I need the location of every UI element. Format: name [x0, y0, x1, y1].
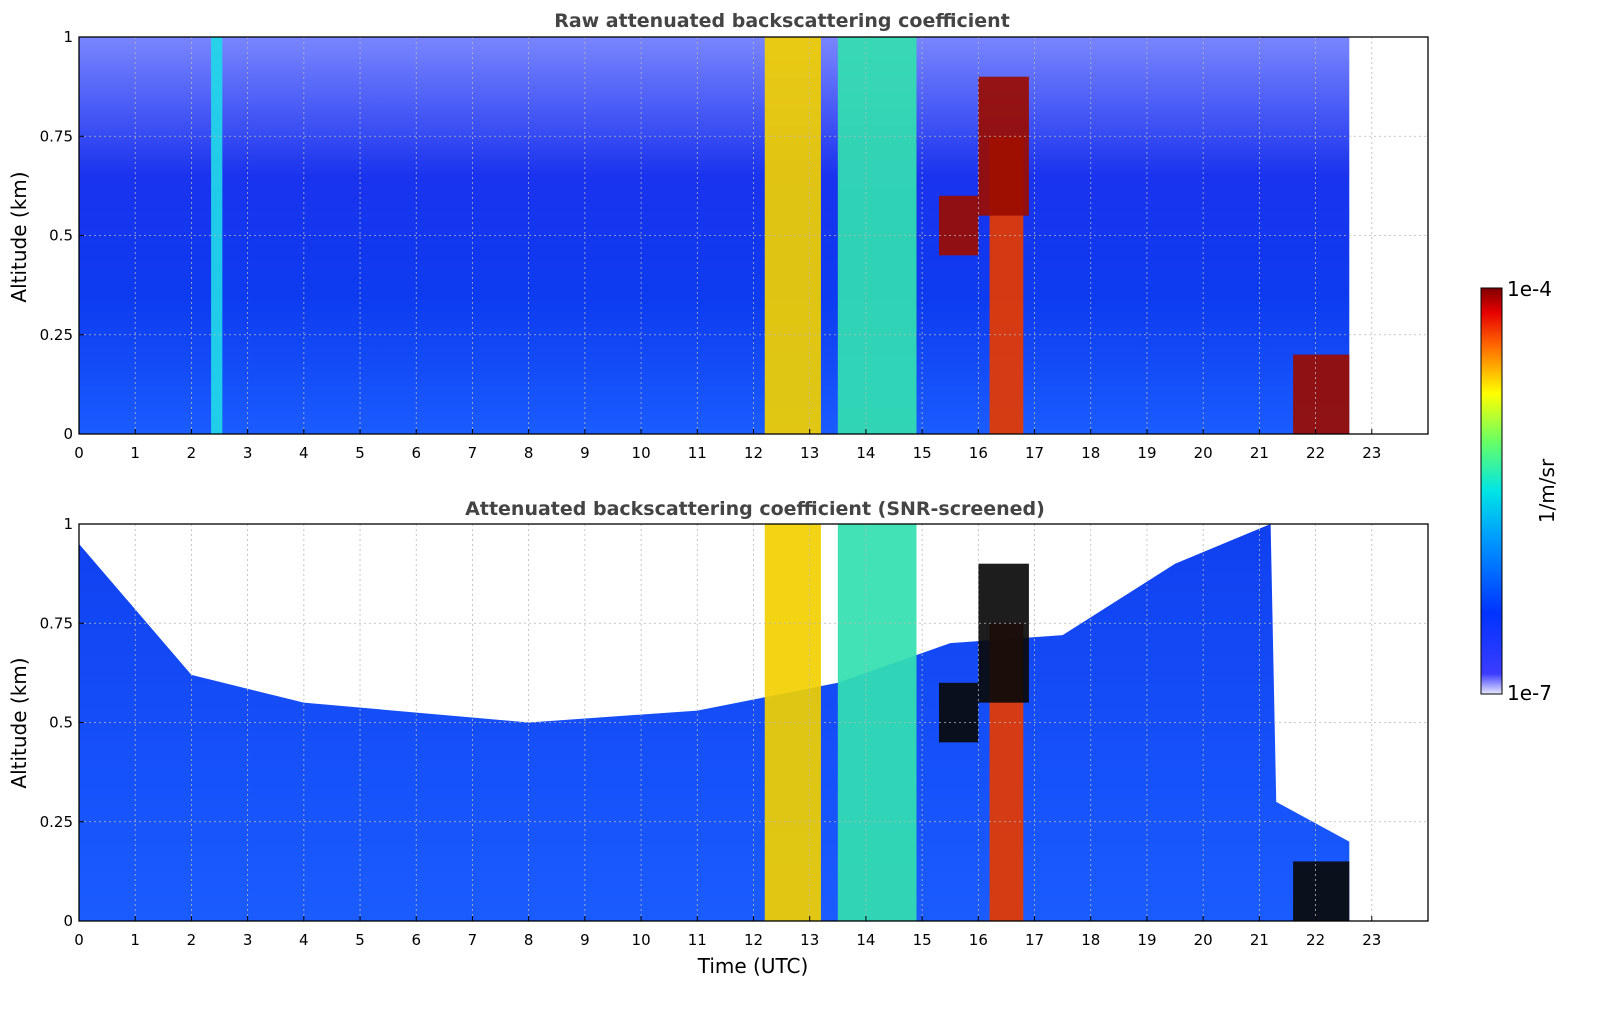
- backscatter-feature: [938, 195, 979, 256]
- x-tick-label: 19: [1137, 931, 1156, 949]
- x-tick-label: 12: [744, 931, 763, 949]
- y-tick-label: 0.75: [40, 127, 73, 145]
- x-tick-label: 9: [580, 444, 590, 462]
- y-tick-label: 0.75: [40, 614, 73, 632]
- panel-title: Raw attenuated backscattering coefficien…: [554, 10, 1010, 32]
- x-tick-label: 6: [411, 931, 421, 949]
- y-tick-label: 1: [63, 28, 73, 46]
- x-tick-label: 2: [187, 931, 197, 949]
- x-tick-label: 0: [74, 444, 84, 462]
- x-tick-label: 1: [130, 931, 140, 949]
- x-tick-label: 21: [1250, 931, 1269, 949]
- backscatter-feature: [1293, 354, 1350, 434]
- colorbar-gradient: [1480, 287, 1503, 695]
- backscatter-feature: [978, 563, 1029, 703]
- x-tick-label: 1: [130, 444, 140, 462]
- colorbar-min-label: 1e-7: [1507, 681, 1552, 705]
- x-tick-label: 19: [1137, 444, 1156, 462]
- x-tick-label: 8: [524, 931, 534, 949]
- x-tick-label: 5: [355, 444, 365, 462]
- x-tick-label: 12: [744, 444, 763, 462]
- x-tick-label: 20: [1194, 931, 1213, 949]
- x-tick-label: 13: [800, 931, 819, 949]
- x-tick-label: 21: [1250, 444, 1269, 462]
- colorbar: 1e-4 1e-7 1/m/sr: [1480, 277, 1559, 705]
- backscatter-feature: [1293, 861, 1350, 921]
- colorbar-units-label: 1/m/sr: [1535, 458, 1559, 523]
- x-tick-label: 3: [243, 931, 253, 949]
- x-tick-label: 16: [969, 931, 988, 949]
- x-tick-label: 15: [913, 444, 932, 462]
- x-tick-label: 8: [524, 444, 534, 462]
- x-tick-label: 7: [468, 444, 478, 462]
- x-tick-label: 7: [468, 931, 478, 949]
- x-tick-label: 14: [856, 444, 875, 462]
- x-tick-label: 22: [1306, 931, 1325, 949]
- x-tick-label: 14: [856, 931, 875, 949]
- snr-screened-backscatter-panel: Attenuated backscattering coefficient (S…: [7, 498, 1429, 978]
- colorbar-max-label: 1e-4: [1507, 277, 1552, 301]
- backscatter-feature: [978, 76, 1029, 216]
- x-tick-label: 10: [632, 444, 651, 462]
- x-tick-label: 18: [1081, 444, 1100, 462]
- raw-backscatter-panel: Raw attenuated backscattering coefficien…: [7, 10, 1429, 462]
- x-tick-label: 23: [1362, 444, 1381, 462]
- x-tick-label: 2: [187, 444, 197, 462]
- y-tick-label: 0.5: [49, 227, 73, 245]
- x-tick-label: 4: [299, 444, 309, 462]
- x-tick-label: 10: [632, 931, 651, 949]
- x-tick-label: 20: [1194, 444, 1213, 462]
- y-axis-label: Altitude (km): [7, 657, 31, 788]
- y-axis-label: Altitude (km): [7, 171, 31, 302]
- x-tick-label: 5: [355, 931, 365, 949]
- x-tick-label: 0: [74, 931, 84, 949]
- x-tick-label: 17: [1025, 444, 1044, 462]
- y-tick-label: 0.25: [40, 326, 73, 344]
- backscatter-feature: [938, 682, 979, 743]
- backscatter-feature: [764, 37, 821, 434]
- x-tick-label: 6: [411, 444, 421, 462]
- y-tick-label: 0: [63, 912, 73, 930]
- x-tick-label: 22: [1306, 444, 1325, 462]
- x-tick-label: 11: [688, 444, 707, 462]
- x-tick-label: 23: [1362, 931, 1381, 949]
- x-tick-label: 13: [800, 444, 819, 462]
- x-tick-label: 18: [1081, 931, 1100, 949]
- x-axis-label: Time (UTC): [697, 954, 809, 978]
- x-tick-label: 4: [299, 931, 309, 949]
- y-tick-label: 1: [63, 515, 73, 533]
- backscatter-feature: [764, 524, 821, 921]
- panel-title: Attenuated backscattering coefficient (S…: [465, 498, 1045, 520]
- x-tick-label: 3: [243, 444, 253, 462]
- y-tick-label: 0.25: [40, 813, 73, 831]
- x-tick-label: 9: [580, 931, 590, 949]
- backscatter-feature: [211, 37, 223, 434]
- x-tick-label: 11: [688, 931, 707, 949]
- y-tick-label: 0: [63, 425, 73, 443]
- x-tick-label: 17: [1025, 931, 1044, 949]
- x-tick-label: 16: [969, 444, 988, 462]
- x-tick-label: 15: [913, 931, 932, 949]
- y-tick-label: 0.5: [49, 714, 73, 732]
